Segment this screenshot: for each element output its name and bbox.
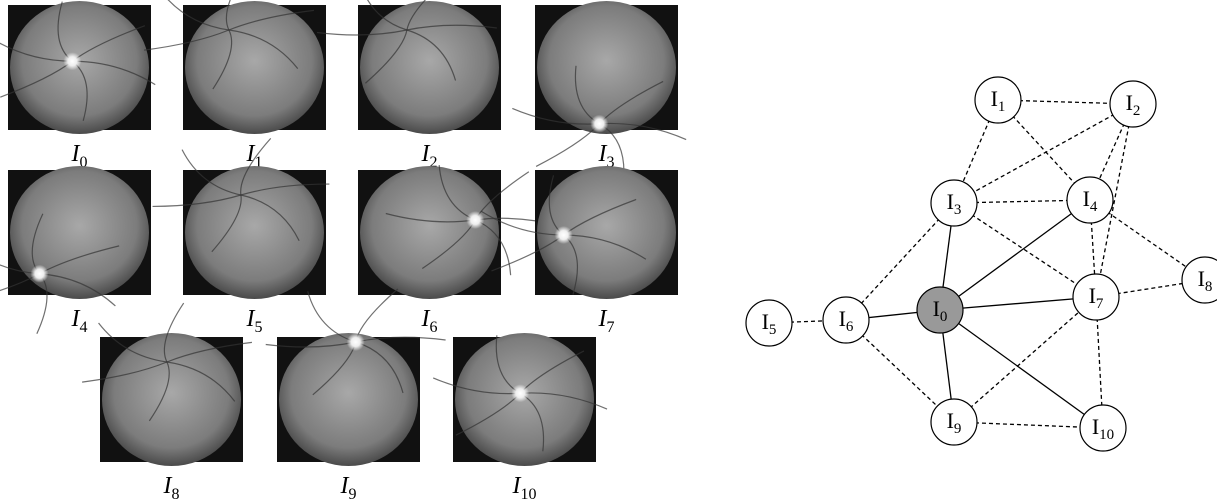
label-sub: 5 [255,319,263,336]
node-sub: 3 [954,202,962,218]
node-sub: 4 [1090,199,1098,215]
optic-disc [555,226,573,244]
node-sub: 7 [1096,296,1104,312]
node-main: I [1126,90,1133,115]
node-sub: 0 [940,309,948,325]
node-sub: 5 [769,322,777,338]
optic-disc [30,265,48,283]
image-label: I4 [71,306,88,336]
vessel [356,289,398,342]
node-main: I [947,189,954,214]
retina-image: I5 [153,138,330,336]
label-sub: 7 [607,319,615,336]
fundus [10,166,149,299]
fundus [537,1,676,134]
retina-image: I2 [317,0,501,171]
node-main: I [947,408,954,433]
graph-edge [954,297,1096,422]
retina-image: I3 [512,1,686,182]
node-main: I [1092,414,1099,439]
node-sub: 1 [998,99,1006,115]
retina-image: I0 [0,1,155,171]
optic-disc [63,52,81,70]
image-label: I5 [246,306,263,336]
node-main: I [1089,283,1096,308]
label-sub: 8 [172,486,180,499]
fundus [185,166,324,299]
node-sub: 10 [1099,427,1114,443]
label-sub: 9 [349,486,357,499]
label-sub: 4 [80,319,88,336]
figure: I0I1I2I3I4I5I6I7I8I9I10I0I1I2I3I4I5I6I7I… [0,0,1217,499]
retina-image: I10 [433,333,607,499]
retina-image: I6 [358,165,565,336]
image-label: I7 [598,306,615,336]
node-main: I [839,306,846,331]
retina-image: I4 [0,166,151,336]
node-main: I [1083,186,1090,211]
image-label: I8 [163,473,180,499]
fundus [360,166,499,299]
optic-disc [466,211,484,229]
optic-disc [347,333,365,351]
fundus [360,1,499,134]
label-sub: 6 [430,319,438,336]
node-main: I [762,309,769,334]
image-label: I6 [421,306,438,336]
fundus [10,1,149,134]
node-sub: 9 [954,421,962,437]
optic-disc [590,115,608,133]
retina-image: I7 [481,166,678,336]
optic-disc [511,384,529,402]
node-sub: 2 [1133,103,1141,119]
fundus [102,333,241,466]
image-label: I9 [340,473,357,499]
node-sub: 6 [846,319,854,335]
node-main: I [991,86,998,111]
node-main: I [933,296,940,321]
node-sub: 8 [1205,279,1213,295]
fundus [279,333,418,466]
node-main: I [1198,266,1205,291]
retina-image: I1 [144,0,326,171]
retina-image: I8 [82,303,252,499]
label-sub: 10 [521,486,537,499]
retina-image: I9 [266,289,446,499]
image-label: I10 [512,473,537,499]
